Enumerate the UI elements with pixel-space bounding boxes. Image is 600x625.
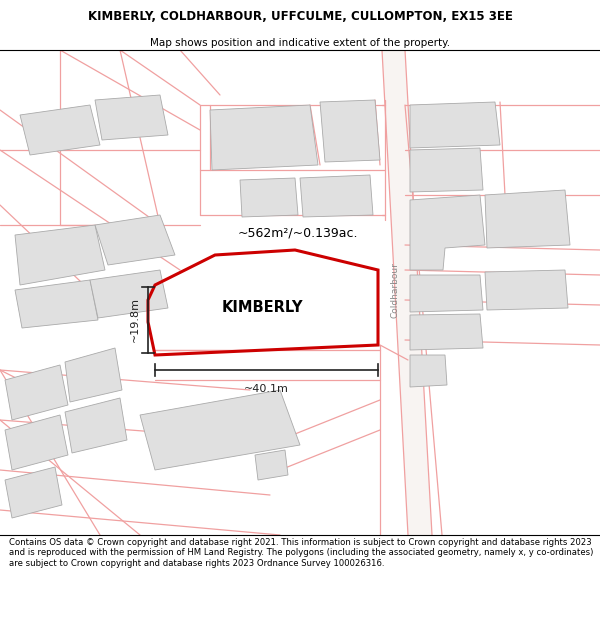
- Polygon shape: [210, 105, 318, 170]
- Polygon shape: [5, 415, 68, 470]
- Polygon shape: [410, 275, 483, 312]
- Polygon shape: [20, 105, 100, 155]
- Polygon shape: [95, 95, 168, 140]
- Polygon shape: [95, 215, 175, 265]
- Polygon shape: [300, 175, 373, 217]
- Polygon shape: [410, 314, 483, 350]
- Polygon shape: [410, 195, 485, 270]
- Polygon shape: [382, 50, 432, 535]
- Text: KIMBERLY, COLDHARBOUR, UFFCULME, CULLOMPTON, EX15 3EE: KIMBERLY, COLDHARBOUR, UFFCULME, CULLOMP…: [88, 10, 512, 23]
- Polygon shape: [240, 178, 298, 217]
- Polygon shape: [320, 100, 380, 162]
- Polygon shape: [140, 390, 300, 470]
- Polygon shape: [15, 225, 105, 285]
- Polygon shape: [90, 270, 168, 318]
- Polygon shape: [255, 450, 288, 480]
- Text: ~562m²/~0.139ac.: ~562m²/~0.139ac.: [238, 227, 358, 240]
- Polygon shape: [5, 365, 68, 420]
- Polygon shape: [5, 467, 62, 518]
- Polygon shape: [410, 102, 500, 148]
- Text: KIMBERLY: KIMBERLY: [221, 301, 303, 316]
- Text: ~19.8m: ~19.8m: [130, 298, 140, 343]
- Polygon shape: [410, 148, 483, 192]
- Polygon shape: [485, 190, 570, 248]
- Text: Map shows position and indicative extent of the property.: Map shows position and indicative extent…: [150, 38, 450, 48]
- Text: Contains OS data © Crown copyright and database right 2021. This information is : Contains OS data © Crown copyright and d…: [9, 538, 593, 568]
- Polygon shape: [485, 270, 568, 310]
- Text: ~40.1m: ~40.1m: [244, 384, 289, 394]
- Polygon shape: [410, 355, 447, 387]
- Polygon shape: [65, 398, 127, 453]
- Polygon shape: [15, 280, 98, 328]
- Polygon shape: [65, 348, 122, 402]
- Text: Coldharbour: Coldharbour: [391, 262, 400, 318]
